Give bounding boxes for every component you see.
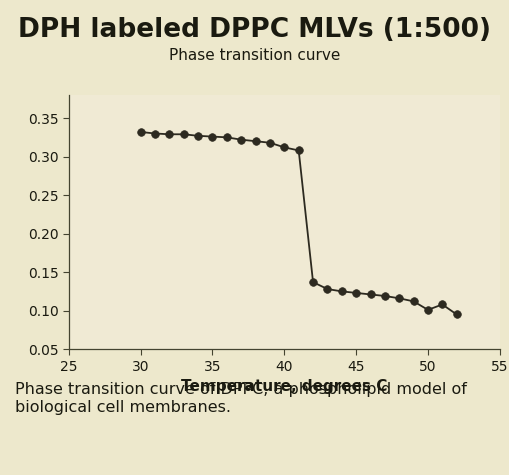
Text: Phase transition curve: Phase transition curve xyxy=(169,48,340,63)
Text: DPH labeled DPPC MLVs (1:500): DPH labeled DPPC MLVs (1:500) xyxy=(18,17,491,43)
X-axis label: Temperature, degrees C: Temperature, degrees C xyxy=(181,379,387,394)
Text: Phase transition curve of DPPC, a phospholipid model of
biological cell membrane: Phase transition curve of DPPC, a phosph… xyxy=(15,382,466,415)
